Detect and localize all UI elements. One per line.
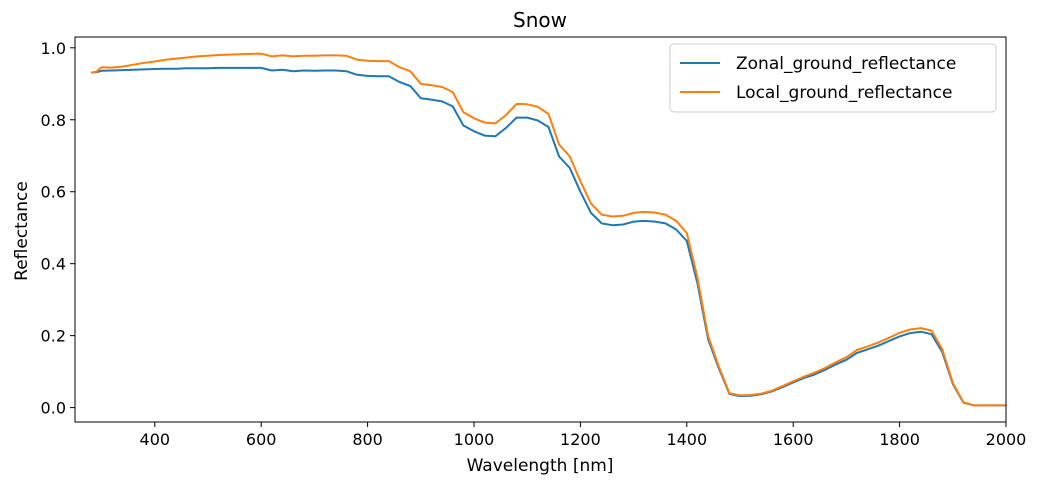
x-tick-label: 1600 bbox=[773, 430, 814, 449]
x-tick-label: 1800 bbox=[879, 430, 920, 449]
x-tick-label: 2000 bbox=[986, 430, 1027, 449]
legend-label: Zonal_ground_reflectance bbox=[736, 54, 956, 74]
y-tick-label: 0.2 bbox=[41, 327, 66, 346]
y-tick-label: 1.0 bbox=[41, 39, 66, 58]
y-tick-label: 0.0 bbox=[41, 399, 66, 418]
series-line-zonal-ground-reflectance bbox=[90, 66, 1006, 407]
y-axis-label: Reflectance bbox=[12, 181, 32, 281]
legend-box bbox=[669, 43, 997, 113]
y-tick-label: 0.8 bbox=[41, 111, 66, 130]
x-tick-label: 800 bbox=[352, 430, 383, 449]
x-tick-label: 1400 bbox=[666, 430, 707, 449]
x-tick-label: 1000 bbox=[454, 430, 495, 449]
x-tick-label: 1200 bbox=[560, 430, 601, 449]
legend-label: Local_ground_reflectance bbox=[736, 83, 952, 103]
y-tick-label: 0.4 bbox=[41, 255, 66, 274]
plot-frame bbox=[74, 36, 1007, 423]
plot-lines bbox=[90, 52, 1006, 407]
series-line-local-ground-reflectance bbox=[90, 52, 1006, 407]
x-tick-label: 600 bbox=[246, 430, 277, 449]
y-tick-label: 0.6 bbox=[41, 183, 66, 202]
legend: Zonal_ground_reflectance Local_ground_ref… bbox=[669, 43, 997, 113]
x-axis-label: Wavelength [nm] bbox=[467, 456, 614, 476]
x-tick-label: 400 bbox=[140, 430, 171, 449]
x-axis: 400 600 800 1000 1200 1400 1600 1800 2000 bbox=[140, 422, 1027, 449]
chart-title: Snow bbox=[513, 8, 567, 32]
y-axis: 0.0 0.2 0.4 0.6 0.8 1.0 bbox=[41, 39, 75, 418]
